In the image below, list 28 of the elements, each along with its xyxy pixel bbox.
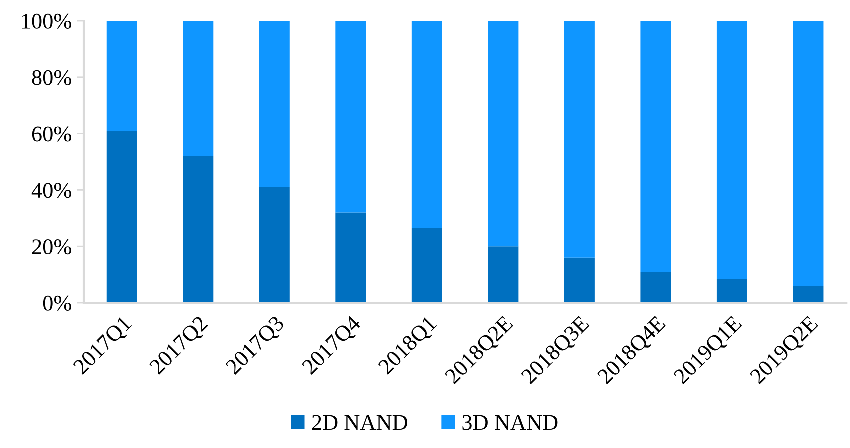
bar (336, 21, 366, 213)
bar (259, 21, 290, 188)
bar (564, 21, 595, 258)
bar (412, 228, 442, 303)
y-tick-label: 0% (43, 296, 72, 311)
bar (336, 212, 366, 303)
y-tick-label: 60% (32, 126, 72, 142)
bar (488, 21, 519, 247)
bar (412, 21, 442, 228)
bar (716, 21, 748, 280)
bar (183, 21, 214, 156)
y-tick-label: 100% (22, 14, 72, 29)
legend-label: 3D NAND (462, 415, 558, 430)
bar (106, 21, 138, 131)
y-tick-label: 80% (32, 70, 72, 86)
bar (183, 156, 214, 303)
bar (793, 21, 824, 286)
bar (259, 187, 290, 303)
bar (716, 279, 748, 303)
bar (106, 130, 138, 303)
bar (640, 272, 672, 303)
bar (564, 258, 595, 303)
bar (640, 21, 672, 272)
legend-label: 2D NAND (312, 415, 408, 430)
y-tick-label: 40% (32, 183, 72, 198)
y-tick-label: 20% (32, 240, 72, 255)
bar (488, 246, 519, 303)
bar (793, 286, 824, 303)
